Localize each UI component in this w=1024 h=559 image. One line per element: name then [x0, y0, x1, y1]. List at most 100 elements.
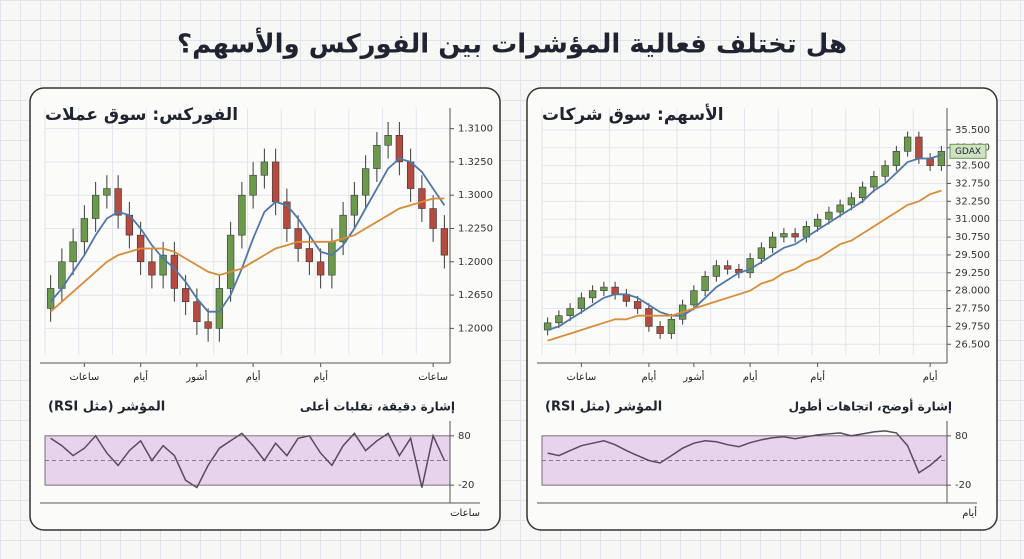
candle-body: [780, 233, 788, 238]
y-tick-label: 29.750: [955, 321, 990, 332]
candle-body: [440, 228, 449, 256]
candle-body: [193, 301, 201, 323]
y-tick-label: 31.000: [955, 214, 990, 225]
y-tick-label: 35.500: [955, 125, 990, 136]
annotation: إشارة دقيقة، تقلبات أعلى: [300, 399, 455, 414]
x-tick-label: أيام: [313, 370, 328, 383]
candle-body: [148, 261, 156, 276]
candle-body: [260, 161, 269, 176]
candle-body: [429, 208, 437, 229]
candle-body: [903, 136, 912, 152]
candle-body: [204, 321, 212, 329]
x-tick-label: ساعات: [418, 372, 448, 383]
y-tick-label: 80: [955, 431, 968, 442]
rsi-title: المؤشر (مثل RSI): [48, 400, 165, 415]
candle-body: [915, 136, 923, 159]
candle-body: [600, 286, 608, 291]
price-tag-box: [949, 143, 987, 159]
candle-body: [226, 234, 235, 289]
candle-body: [926, 158, 934, 166]
candle-body: [566, 308, 574, 316]
candle-body: [892, 151, 901, 166]
y-tick-label: 32.250: [955, 196, 990, 207]
y-tick-label: 1.3100: [458, 124, 493, 135]
candle-body: [645, 308, 653, 327]
rsi-line: [547, 430, 942, 474]
candle-body: [114, 188, 122, 216]
candle-body: [373, 144, 381, 169]
y-tick-label: 27.750: [955, 304, 990, 315]
x-tick-label: أيام: [923, 370, 938, 383]
candle-body: [406, 161, 415, 189]
candle-body: [305, 248, 314, 263]
y-tick-label: 1.2250: [458, 224, 493, 235]
y-tick-label: 28.000: [955, 286, 990, 297]
candle-body: [791, 233, 799, 238]
candle-body: [858, 186, 867, 199]
moving-average: [547, 154, 942, 331]
rsi-line: [50, 432, 446, 489]
candle-body: [701, 276, 709, 291]
y-tick-label: 1.2000: [458, 323, 493, 334]
candle-body: [271, 161, 280, 203]
x-tick-label: أيام: [743, 370, 758, 383]
y-tick-label: 32.500: [955, 161, 990, 172]
candle-body: [757, 247, 766, 259]
candle-body: [667, 318, 676, 334]
x-tick-label: أيام: [246, 370, 261, 383]
candle-body: [746, 258, 754, 274]
candle-body: [870, 176, 878, 188]
candle-body: [361, 168, 370, 196]
candle-body: [249, 174, 257, 196]
y-tick-label: -20: [955, 480, 971, 491]
candle-body: [328, 241, 336, 276]
moving-average: [50, 197, 445, 313]
candle-body: [611, 286, 619, 295]
candle-body: [294, 228, 302, 249]
candle-body: [418, 188, 426, 209]
y-tick-label: 1.2650: [458, 290, 493, 301]
y-tick-label: 26.500: [955, 339, 990, 350]
candle-body: [825, 211, 833, 220]
y-tick-label: 1.3000: [458, 190, 493, 201]
candle-body: [836, 204, 844, 213]
y-tick-label: 29.250: [955, 268, 990, 279]
rsi-title: المؤشر (مثل RSI): [545, 400, 662, 415]
x-tick-label: ساعات: [69, 372, 99, 383]
candle-body: [588, 290, 597, 299]
candle-body: [159, 254, 167, 276]
y-tick-label: 29.500: [955, 250, 990, 261]
candle-body: [633, 301, 642, 309]
y-tick-label: -20: [458, 480, 474, 491]
moving-average: [547, 189, 942, 342]
panel-title: الفوركس: سوق عملات: [45, 105, 238, 125]
candle-body: [215, 288, 224, 329]
candle-body: [350, 194, 359, 216]
candle-body: [847, 197, 856, 206]
x-axis-label: ساعات: [450, 508, 480, 519]
y-tick-label: 1.2000: [458, 257, 493, 268]
candle-body: [238, 194, 246, 236]
y-tick-label: 1.3250: [458, 157, 493, 168]
y-tick-label: 30.750: [955, 232, 990, 243]
candle-body: [712, 265, 721, 277]
y-tick-label: 32.750: [955, 178, 990, 189]
candle-body: [813, 218, 822, 227]
candle-body: [656, 326, 664, 334]
candle-body: [577, 297, 586, 309]
x-tick-label: أيام: [641, 370, 656, 383]
candle-body: [69, 241, 77, 263]
x-tick-label: ساعات: [566, 372, 596, 383]
candle-body: [723, 265, 732, 270]
x-tick-label: أشور: [185, 370, 207, 383]
x-tick-label: أشور: [682, 370, 704, 383]
candle-body: [181, 288, 190, 303]
candle-body: [91, 194, 100, 219]
main-title: هل تختلف فعالية المؤشرات بين الفوركس وال…: [177, 28, 847, 60]
candle-body: [690, 290, 698, 306]
moving-average: [49, 157, 446, 313]
candle-body: [80, 218, 89, 243]
x-tick-label: أيام: [810, 370, 825, 383]
